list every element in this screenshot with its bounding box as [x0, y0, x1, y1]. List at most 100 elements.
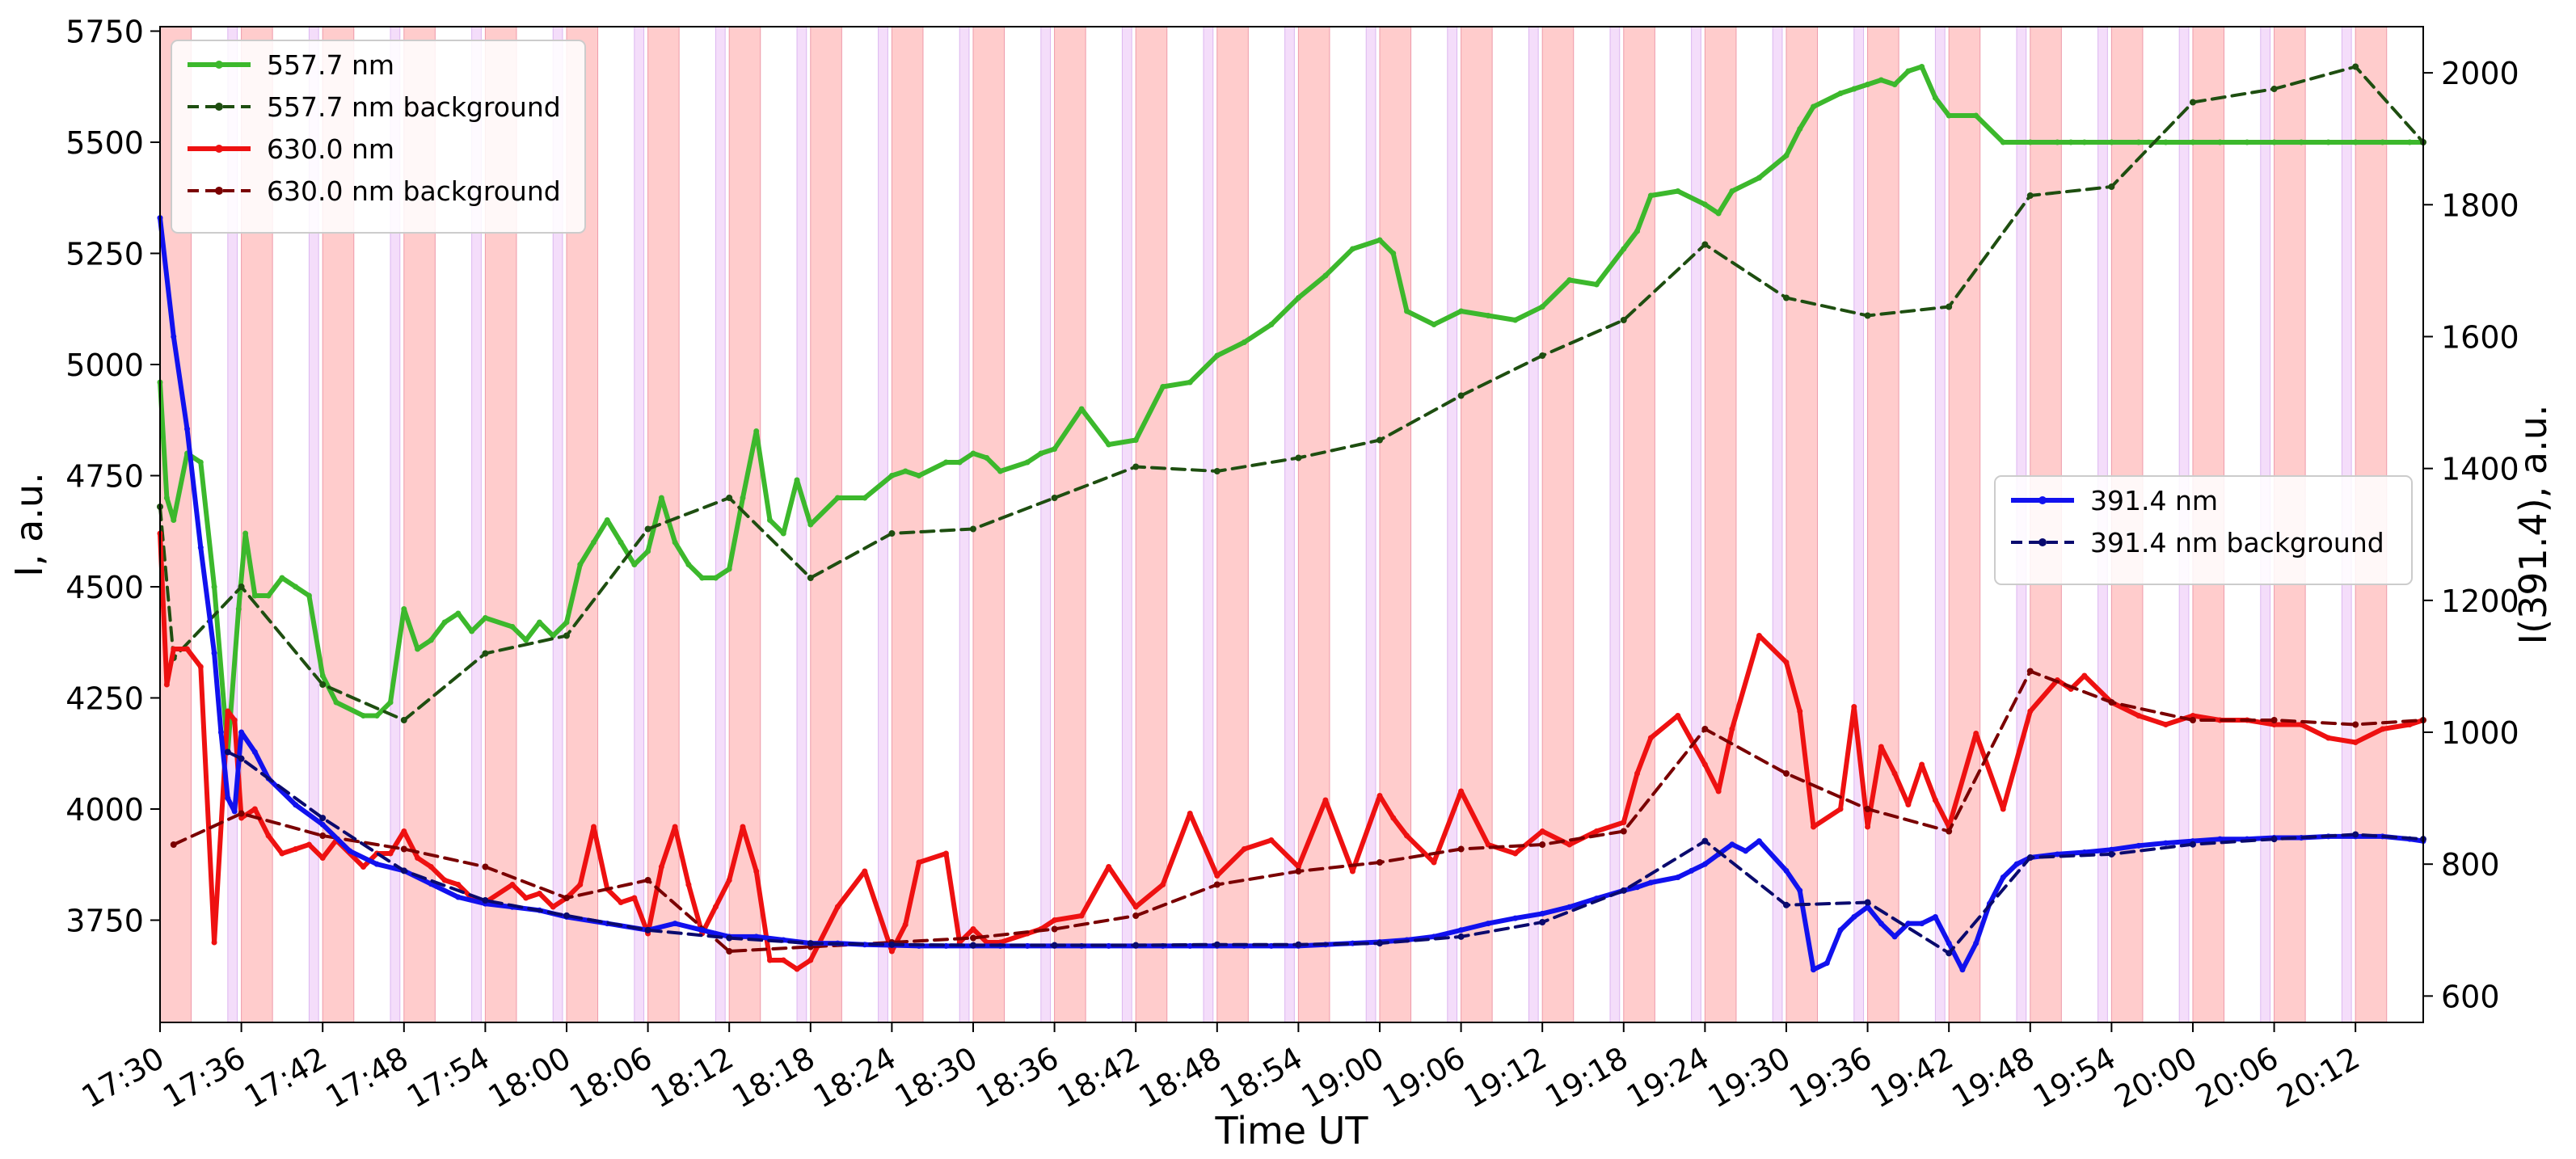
- point-557-7-nm: [1390, 251, 1397, 256]
- point-391-4-nm: [211, 650, 217, 656]
- legend-label: 630.0 nm: [267, 133, 394, 165]
- point-630-0-nm: [794, 966, 800, 972]
- series-layer: [157, 63, 2426, 973]
- point-557-7-nm: [1241, 339, 1247, 345]
- point-630-0-nm: [2352, 740, 2359, 745]
- point-391-4-nm: [1919, 921, 1925, 927]
- y-right-tick-label: 800: [2441, 847, 2500, 883]
- point-630-0-nm-background: [1213, 881, 1221, 888]
- point-391-4-nm: [1973, 940, 1979, 946]
- point-391-4-nm: [197, 545, 204, 551]
- point-557-7-nm: [658, 495, 664, 501]
- point-391-4-nm: [1851, 913, 1857, 920]
- point-391-4-nm-background: [238, 755, 245, 762]
- point-630-0-nm: [780, 957, 786, 963]
- violet-band: [1040, 26, 1052, 1023]
- legend-label: 557.7 nm: [267, 49, 394, 81]
- point-391-4-nm-background: [644, 926, 651, 934]
- point-630-0-nm-background: [400, 845, 407, 853]
- red-band: [1785, 26, 1819, 1023]
- point-557-7-nm: [1932, 95, 1938, 101]
- point-557-7-nm: [1919, 64, 1925, 70]
- point-630-0-nm-background: [1457, 845, 1465, 853]
- red-band: [1461, 26, 1493, 1023]
- legend-label: 391.4 nm: [2090, 485, 2218, 516]
- point-630-0-nm: [1675, 713, 1681, 719]
- point-630-0-nm: [455, 882, 462, 887]
- red-band: [1623, 26, 1655, 1023]
- point-557-7-nm: [1078, 406, 1085, 412]
- point-557-7-nm: [1973, 112, 1979, 119]
- point-557-7-nm-background: [319, 681, 327, 688]
- point-391-4-nm: [1959, 967, 1966, 973]
- point-557-7-nm: [1052, 446, 1058, 452]
- y-axis-label: I, a.u.: [7, 472, 51, 576]
- point-630-0-nm-background: [644, 877, 651, 883]
- x-tick-label: 19:12: [1458, 1040, 1553, 1115]
- point-630-0-nm-background: [1132, 912, 1140, 919]
- point-630-0-nm-background: [1864, 806, 1871, 812]
- point-557-7-nm: [1377, 237, 1383, 243]
- point-557-7-nm-background: [969, 525, 976, 533]
- point-557-7-nm-background: [2189, 99, 2196, 106]
- point-630-0-nm: [916, 859, 922, 866]
- point-557-7-nm: [1701, 201, 1708, 208]
- point-630-0-nm: [1377, 793, 1383, 799]
- point-557-7-nm-background: [2352, 63, 2359, 70]
- point-630-0-nm: [1891, 770, 1898, 777]
- point-391-4-nm: [2135, 842, 2142, 849]
- point-557-7-nm: [242, 530, 249, 537]
- x-tick-label: 19:00: [1296, 1040, 1390, 1115]
- point-557-7-nm: [1647, 192, 1654, 199]
- point-391-4-nm: [1783, 867, 1790, 874]
- point-391-4-nm-background: [888, 941, 896, 948]
- violet-band: [715, 26, 726, 1023]
- point-391-4-nm: [373, 861, 380, 867]
- point-630-0-nm: [293, 846, 299, 852]
- point-557-7-nm-background: [2270, 86, 2278, 92]
- point-557-7-nm: [197, 459, 204, 466]
- x-tick-label: 19:48: [1946, 1040, 2040, 1115]
- violet-band: [1609, 26, 1621, 1023]
- point-630-0-nm: [251, 806, 258, 812]
- violet-band: [959, 26, 970, 1023]
- point-630-0-nm: [1187, 811, 1193, 816]
- y-tick-label: 3750: [65, 904, 144, 939]
- point-630-0-nm-background: [2108, 699, 2115, 706]
- point-630-0-nm: [970, 926, 976, 932]
- x-tick-label: 18:30: [889, 1040, 984, 1115]
- point-557-7-nm: [1675, 188, 1681, 194]
- point-630-0-nm: [238, 815, 245, 821]
- point-557-7-nm: [1295, 295, 1301, 301]
- point-630-0-nm: [415, 855, 421, 861]
- point-391-4-nm-background: [969, 942, 976, 949]
- red-band: [1704, 26, 1737, 1023]
- point-391-4-nm: [217, 729, 224, 735]
- point-557-7-nm: [631, 562, 638, 567]
- point-391-4-nm: [347, 848, 353, 854]
- red-band: [1948, 26, 1981, 1023]
- point-557-7-nm: [1715, 210, 1722, 217]
- point-557-7-nm: [780, 530, 786, 537]
- point-391-4-nm: [1701, 861, 1708, 867]
- point-630-0-nm: [2190, 713, 2196, 719]
- point-557-7-nm: [373, 713, 380, 719]
- point-391-4-nm: [1837, 927, 1844, 934]
- point-630-0-nm-background: [1620, 828, 1627, 835]
- point-630-0-nm: [577, 882, 584, 887]
- point-630-0-nm: [862, 868, 868, 875]
- point-630-0-nm: [672, 824, 678, 830]
- point-630-0-nm: [1160, 882, 1166, 887]
- x-tick-label: 19:18: [1539, 1040, 1634, 1115]
- point-391-4-nm: [1675, 875, 1681, 881]
- point-630-0-nm: [441, 877, 448, 883]
- point-557-7-nm: [2406, 139, 2413, 145]
- x-tick-label: 17:36: [157, 1040, 251, 1115]
- point-557-7-nm: [2068, 139, 2074, 145]
- point-630-0-nm: [1241, 846, 1247, 852]
- red-band: [1216, 26, 1249, 1023]
- point-557-7-nm-background: [1457, 392, 1465, 399]
- point-391-4-nm-background: [1701, 837, 1709, 845]
- legend-marker: [2038, 538, 2047, 546]
